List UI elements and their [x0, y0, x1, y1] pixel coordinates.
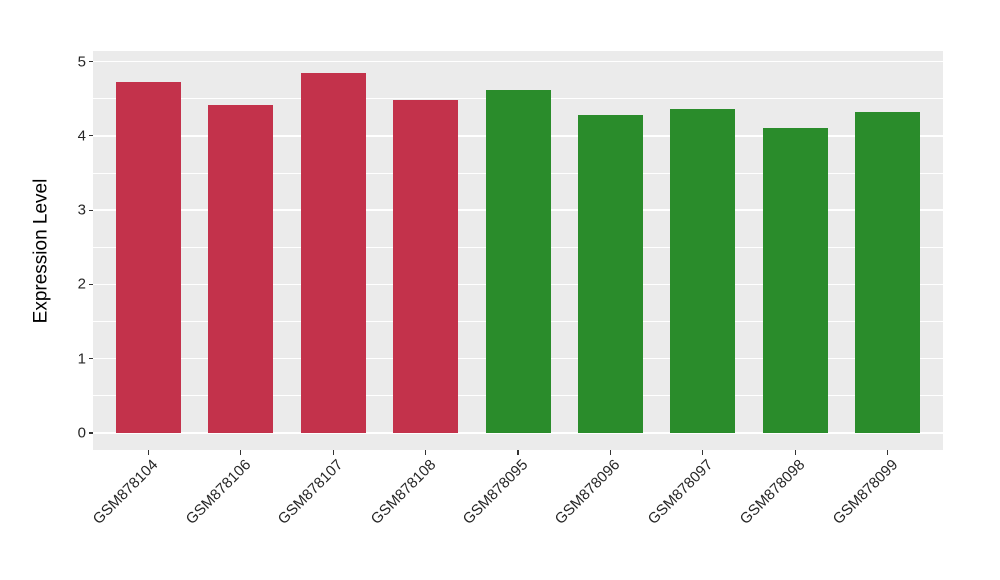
y-axis-title-box: Expression Level: [28, 51, 54, 450]
bar-GSM878108: [393, 100, 459, 433]
y-tick-mark: [88, 60, 93, 63]
bar-GSM878104: [115, 82, 181, 433]
x-tick-mark: [702, 450, 704, 455]
x-tick-mark: [147, 450, 149, 455]
bar-GSM878097: [670, 109, 736, 433]
y-tick-mark: [88, 209, 93, 211]
x-tick-mark: [517, 450, 519, 455]
y-major-gridline: [93, 60, 943, 63]
x-tick-mark: [609, 450, 611, 455]
x-tick-mark: [425, 450, 427, 455]
y-tick-label: 3: [77, 201, 86, 219]
x-tick-label-GSM878099: GSM878099: [829, 456, 901, 528]
x-tick-label-GSM878098: GSM878098: [736, 456, 809, 528]
y-tick-label: 4: [77, 127, 86, 145]
bar-GSM878098: [762, 127, 828, 433]
y-tick-mark: [88, 358, 93, 360]
bar-GSM878099: [855, 112, 921, 433]
x-tick-mark: [240, 450, 242, 455]
y-axis-title: Expression Level: [30, 178, 52, 323]
y-tick-mark: [88, 135, 93, 137]
x-tick-label-GSM878097: GSM878097: [644, 456, 717, 528]
bar-GSM878096: [577, 114, 643, 433]
y-tick-label: 2: [77, 275, 86, 293]
x-tick-label-GSM878107: GSM878107: [274, 456, 347, 528]
x-tick-label-GSM878106: GSM878106: [182, 456, 255, 528]
y-tick-mark: [88, 283, 93, 285]
plot-panel: [93, 51, 943, 450]
y-tick-mark: [88, 432, 93, 434]
x-tick-label-GSM878096: GSM878096: [552, 456, 624, 528]
x-tick-label-GSM878108: GSM878108: [367, 456, 439, 528]
x-tick-label-GSM878104: GSM878104: [90, 456, 162, 528]
x-tick-label-GSM878095: GSM878095: [459, 456, 532, 528]
y-tick-label: 1: [77, 350, 86, 368]
y-tick-label: 5: [77, 53, 86, 70]
bar-GSM878095: [485, 90, 551, 433]
bar-GSM878107: [300, 73, 366, 433]
x-tick-mark: [332, 450, 334, 455]
x-tick-mark: [887, 450, 889, 455]
x-tick-mark: [794, 450, 796, 455]
bar-GSM878106: [208, 104, 274, 433]
y-tick-label: 0: [77, 424, 86, 442]
y-major-gridline: [93, 432, 943, 434]
